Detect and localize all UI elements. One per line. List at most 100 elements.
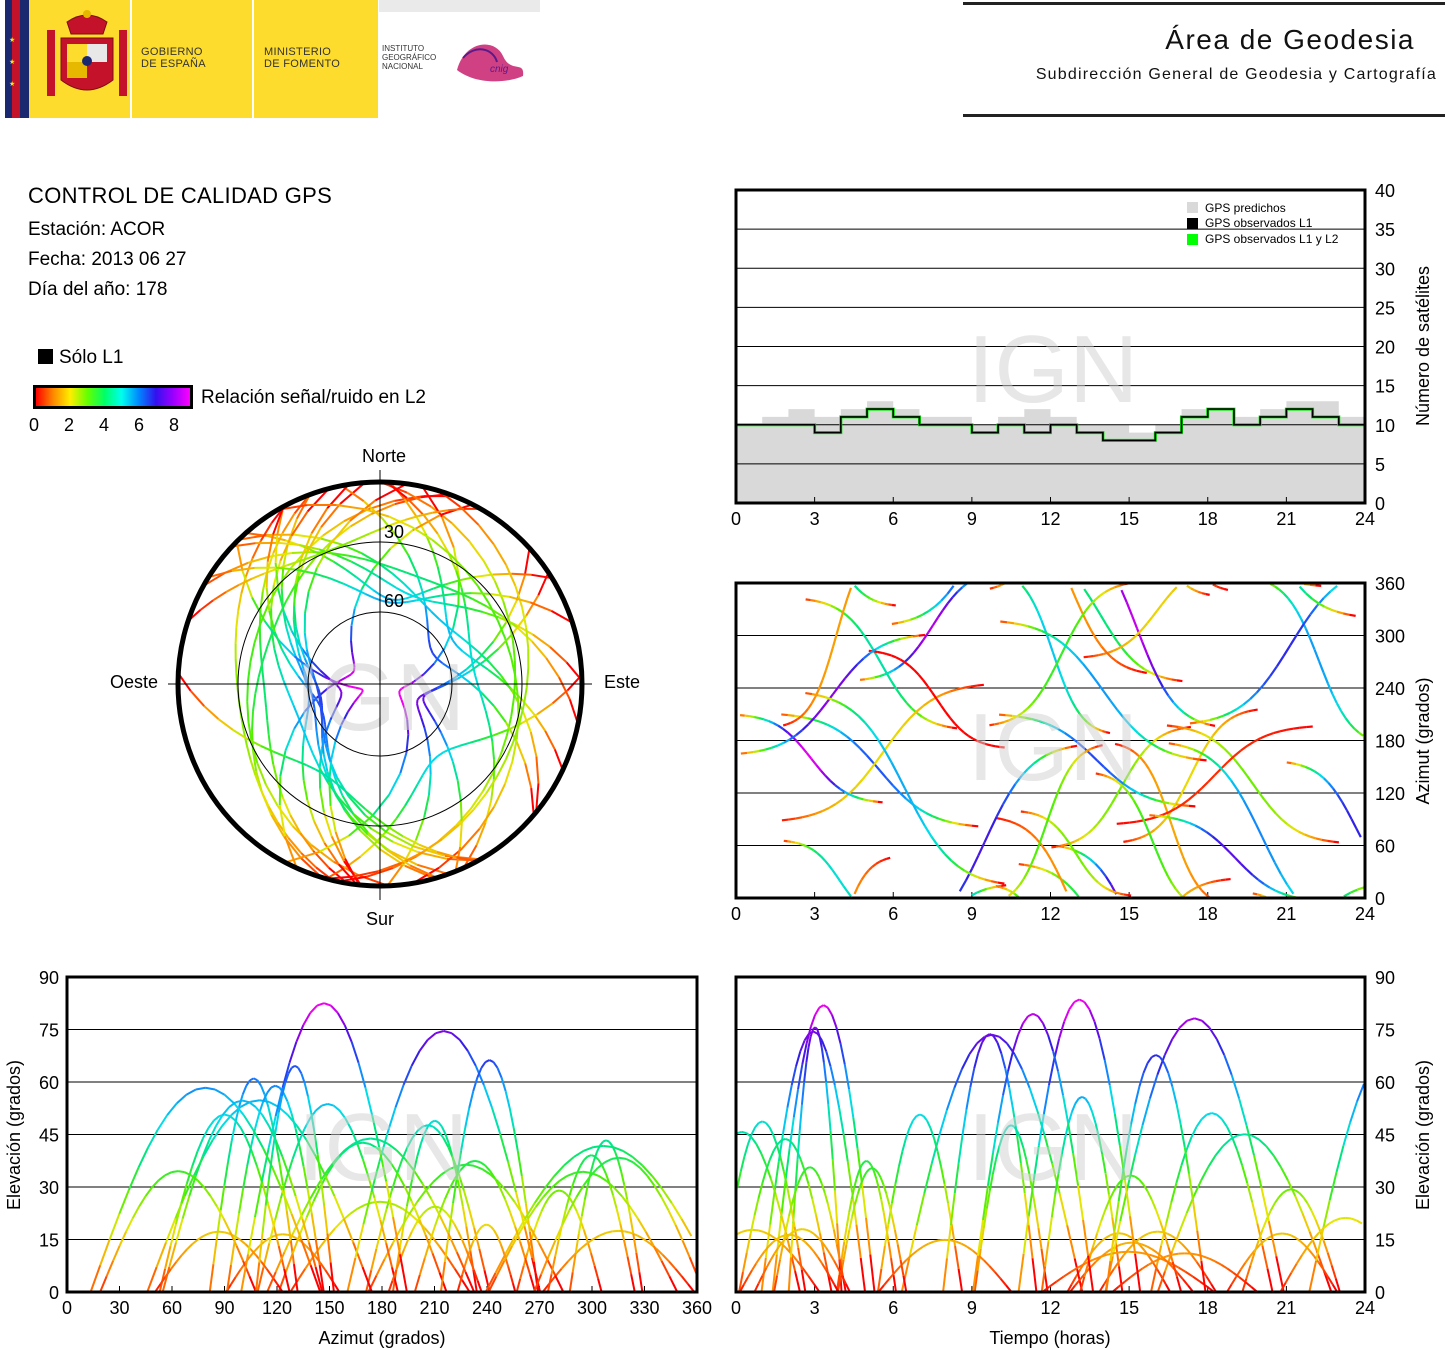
skyplot-track-segment [289,641,297,656]
azimuth-track-segment [1094,863,1102,871]
elevation-time-segment [769,1150,775,1160]
azimuth-track-segment [1217,840,1225,848]
elevation-azimuth-segment [643,1238,651,1245]
elevation-time-segment [892,1274,897,1293]
elevation-azimuth-segment [465,1226,471,1248]
azimuth-track-segment [1116,822,1124,825]
azimuth-track-segment [1005,714,1013,717]
elevation-azimuth-segment [175,1218,184,1243]
skyplot-track-segment [314,718,318,731]
azimuth-track-segment [1057,727,1066,734]
skyplot-track-segment [293,583,297,607]
skyplot-track-segment [386,849,411,867]
skyplot-track-segment [272,506,285,535]
azimuth-track-segment [923,825,933,838]
elevation-time-segment [871,1167,876,1171]
x-tick-label: 0 [62,1298,72,1318]
skyplot-track-segment [320,708,325,717]
elevation-time-segment [774,1194,782,1213]
skyplot-track-segment [462,844,478,869]
elevation-time-segment [893,1229,899,1245]
elevation-time-segment [997,1095,1004,1123]
azimuth-track-segment [1137,732,1146,740]
elevation-azimuth-segment [442,1208,448,1214]
elevation-time-segment [992,1035,999,1044]
elevation-time-segment [856,1184,862,1195]
elevation-azimuth-segment [590,1252,596,1266]
azimuth-track-segment [895,688,903,698]
elevation-azimuth-segment [630,1273,636,1293]
skyplot-track-segment [329,577,344,585]
azimuth-track-segment [1158,820,1165,827]
elevation-time-segment [1093,1021,1101,1040]
azimuth-track-segment [1189,872,1196,881]
skyplot-track-segment [470,654,474,666]
skyplot-track-segment [284,728,296,751]
elevation-time-segment [840,1241,846,1259]
skyplot-track-segment [338,541,350,548]
elevation-azimuth-segment [357,1203,366,1210]
skyplot-track-segment [545,657,560,678]
elevation-time-segment [823,1004,829,1009]
elevation-time-segment [1121,1242,1127,1246]
elevation-azimuth-segment [519,1265,525,1280]
elevation-azimuth-segment [432,1125,439,1132]
elevation-time-segment [1272,1154,1282,1168]
azimuth-track-segment [1045,813,1052,825]
elevation-time-segment [859,1177,865,1186]
skyplot-track-segment [424,606,429,620]
azimuth-track-segment [891,654,897,659]
azimuth-track-segment [881,641,889,647]
skyplot-track-segment [270,551,293,558]
elevation-time-segment [839,1043,846,1065]
azimuth-track-segment [934,599,943,608]
azimuth-track-segment [1194,787,1203,796]
skyplot-track-segment [289,814,302,834]
elevation-time-segment [743,1276,749,1286]
elevation-time-segment [954,1245,960,1269]
azimuth-track-segment [1040,619,1047,631]
elevation-azimuth-segment [416,1190,427,1203]
azimuth-track-segment [1064,769,1070,778]
elevation-azimuth-segment [301,1218,310,1243]
skyplot-track-segment [329,709,336,721]
elevation-time-segment [996,1042,1003,1054]
elevation-time-segment [1067,1111,1073,1124]
skyplot-track-segment [301,728,309,742]
elevation-azimuth-segment [523,1224,534,1259]
azimuth-track-segment [1127,637,1134,644]
azimuth-track-segment [1097,881,1103,887]
azimuth-track-segment [803,708,809,714]
azimuth-track-segment [807,716,816,726]
elevation-azimuth-segment [418,1039,429,1052]
elevation-time-segment [780,1182,787,1218]
azimuth-track-segment [1123,717,1132,727]
elevation-azimuth-segment [476,1280,483,1293]
azimuth-track-segment [877,739,886,752]
skyplot-track-segment [310,507,329,534]
skyplot-track-segment [234,658,238,674]
elevation-azimuth-segment [334,1219,344,1229]
azimuth-track-segment [1309,605,1318,616]
elevation-time-segment [1109,1230,1116,1262]
elevation-time-segment [747,1269,753,1278]
skyplot-track-segment [371,794,390,817]
elevation-time-segment [1139,1244,1146,1252]
elevation-azimuth-segment [256,1079,262,1087]
skyplot-track-segment [245,744,252,761]
azimuth-track-segment [1098,652,1104,657]
azimuth-track-segment [1341,801,1348,811]
azimuth-track-segment [917,673,924,681]
elevation-time-segment [863,1160,867,1163]
elevation-time-segment [761,1120,767,1124]
elevation-azimuth-segment [250,1248,257,1256]
elevation-azimuth-segment [411,1130,419,1139]
elevation-time-segment [768,1233,776,1240]
elevation-time-segment [1306,1202,1313,1212]
elevation-time-segment [1108,1190,1115,1200]
elevation-azimuth-segment [506,1161,517,1193]
skyplot-track-segment [265,784,279,807]
skyplot-track-segment [313,572,330,580]
snr-ticks: 0 2 4 6 8 [29,415,199,437]
skyplot-track-segment [401,851,424,864]
